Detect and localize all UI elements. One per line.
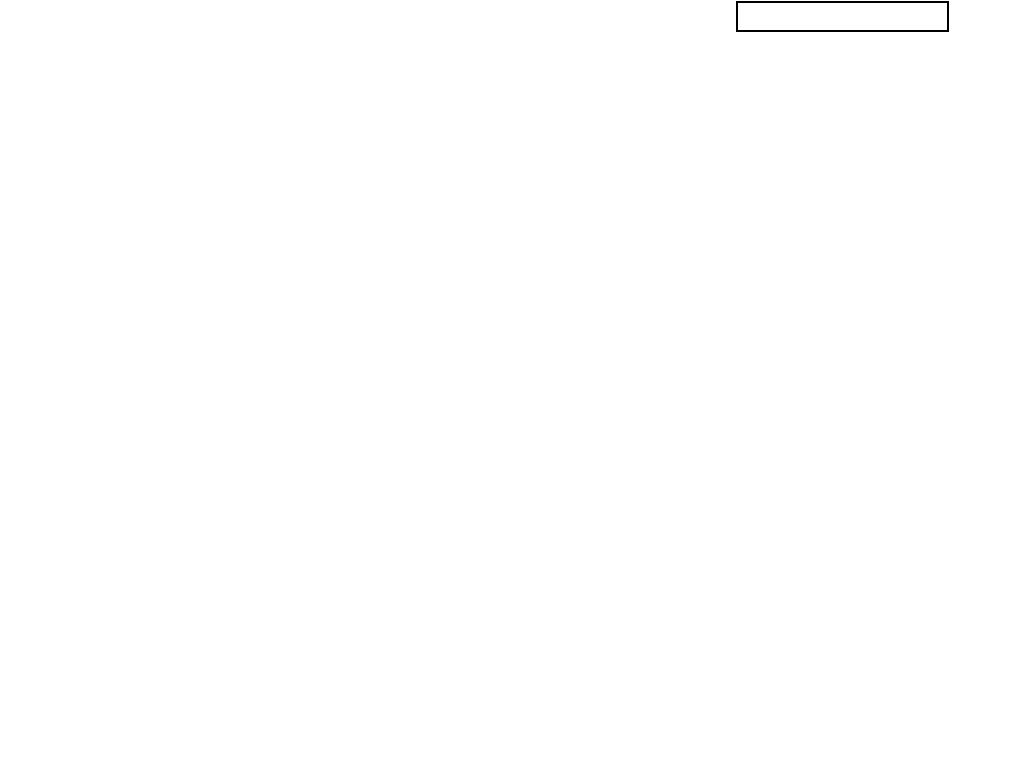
top-left-axis-unit: [18, 1, 48, 109]
top-right-axis-unit: [968, 1, 1020, 109]
bottom-right-axis-unit: [966, 524, 1024, 632]
pump-title-box: [736, 1, 949, 32]
bottom-left-axis-unit: [12, 524, 42, 632]
